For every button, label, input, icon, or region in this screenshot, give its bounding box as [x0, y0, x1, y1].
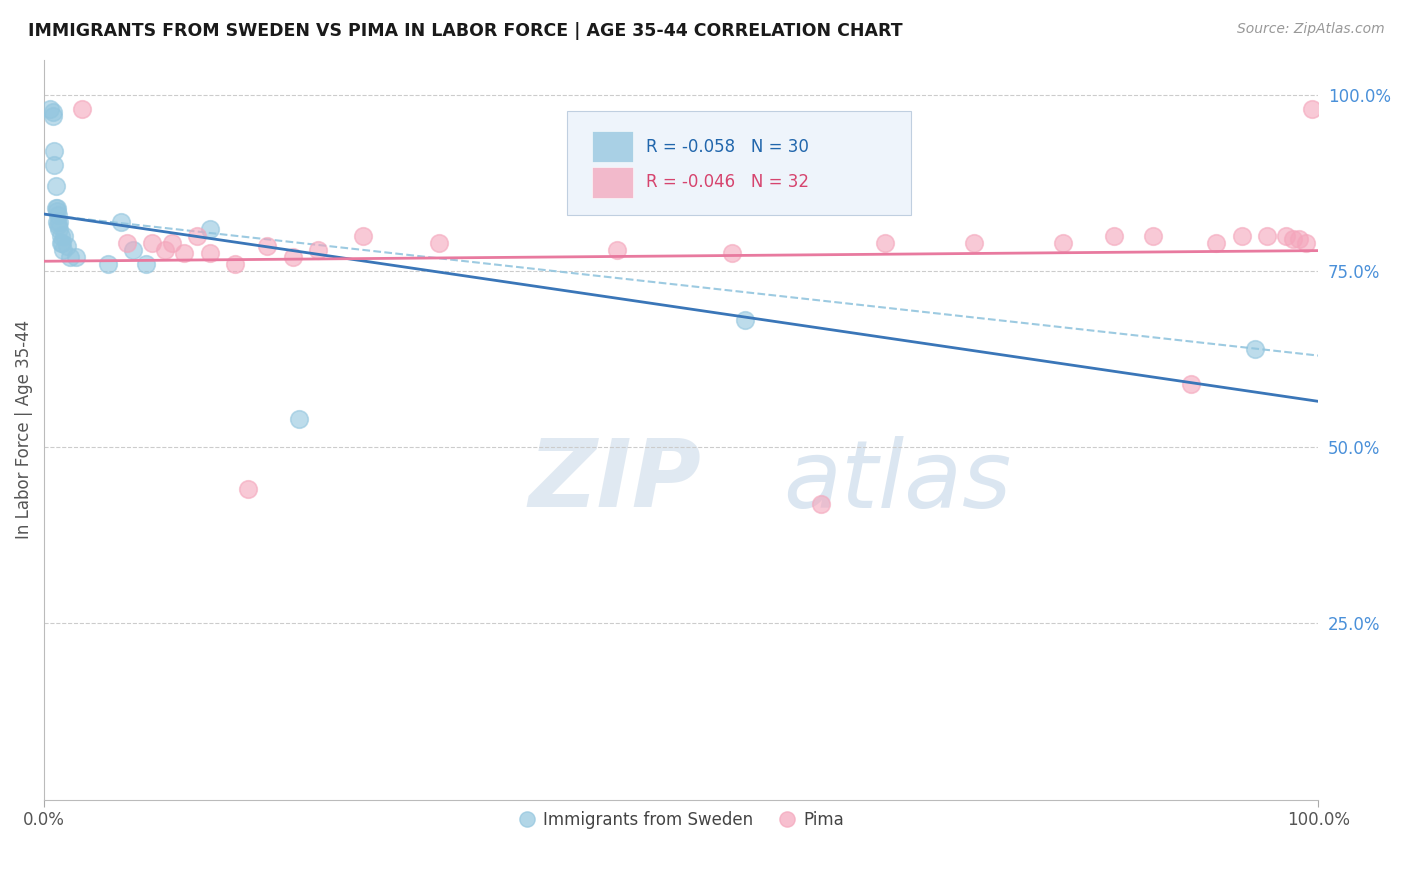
Point [1205, 235, 1227, 250]
Point [1230, 228, 1253, 243]
Point [45, 201, 67, 215]
FancyBboxPatch shape [567, 112, 911, 215]
Point [48, 215, 70, 229]
Point [873, 235, 896, 250]
Text: ZIP: ZIP [529, 435, 702, 527]
Legend: Immigrants from Sweden, Pima: Immigrants from Sweden, Pima [512, 805, 851, 836]
Point [1275, 228, 1298, 243]
Point [606, 243, 628, 257]
Point [42, 109, 65, 123]
Point [1295, 235, 1317, 250]
Point [224, 257, 246, 271]
Point [721, 246, 744, 260]
Text: IMMIGRANTS FROM SWEDEN VS PIMA IN LABOR FORCE | AGE 35-44 CORRELATION CHART: IMMIGRANTS FROM SWEDEN VS PIMA IN LABOR … [28, 22, 903, 40]
Point [49, 235, 72, 250]
Point [734, 313, 756, 327]
Point [352, 228, 374, 243]
Text: R = -0.058   N = 30: R = -0.058 N = 30 [645, 138, 808, 156]
Point [58, 250, 80, 264]
Point [46, 208, 69, 222]
Point [186, 228, 208, 243]
Point [160, 235, 183, 250]
Point [110, 215, 132, 229]
Point [115, 235, 138, 250]
Point [44, 158, 66, 172]
Point [1288, 232, 1310, 246]
Point [122, 243, 145, 257]
Text: Source: ZipAtlas.com: Source: ZipAtlas.com [1237, 22, 1385, 37]
Point [45, 215, 67, 229]
Point [97, 257, 120, 271]
Point [141, 235, 163, 250]
Point [1301, 102, 1323, 116]
FancyBboxPatch shape [592, 131, 633, 162]
Point [45, 204, 67, 219]
Point [48, 221, 70, 235]
Point [42, 105, 65, 120]
Point [1243, 342, 1265, 356]
Point [65, 250, 87, 264]
Point [135, 257, 157, 271]
Point [1142, 228, 1164, 243]
Point [39, 102, 62, 116]
Point [1180, 376, 1202, 391]
Point [52, 243, 75, 257]
Point [810, 497, 832, 511]
Point [198, 221, 221, 235]
Point [307, 243, 329, 257]
Point [45, 201, 67, 215]
Point [153, 243, 176, 257]
Text: atlas: atlas [783, 436, 1011, 527]
Point [256, 239, 278, 253]
Point [963, 235, 986, 250]
Point [56, 239, 79, 253]
FancyBboxPatch shape [592, 167, 633, 198]
Point [72, 102, 94, 116]
Text: R = -0.046   N = 32: R = -0.046 N = 32 [645, 173, 808, 192]
Point [288, 412, 311, 426]
Point [45, 179, 67, 194]
Point [44, 145, 66, 159]
Point [173, 246, 195, 260]
Point [53, 228, 76, 243]
Y-axis label: In Labor Force | Age 35-44: In Labor Force | Age 35-44 [15, 320, 32, 539]
Point [1281, 232, 1303, 246]
Point [281, 250, 304, 264]
Point [198, 246, 221, 260]
Point [49, 228, 72, 243]
Point [1052, 235, 1074, 250]
Point [51, 235, 73, 250]
Point [46, 218, 69, 232]
Point [1104, 228, 1126, 243]
Point [1256, 228, 1278, 243]
Point [427, 235, 450, 250]
Point [236, 483, 259, 497]
